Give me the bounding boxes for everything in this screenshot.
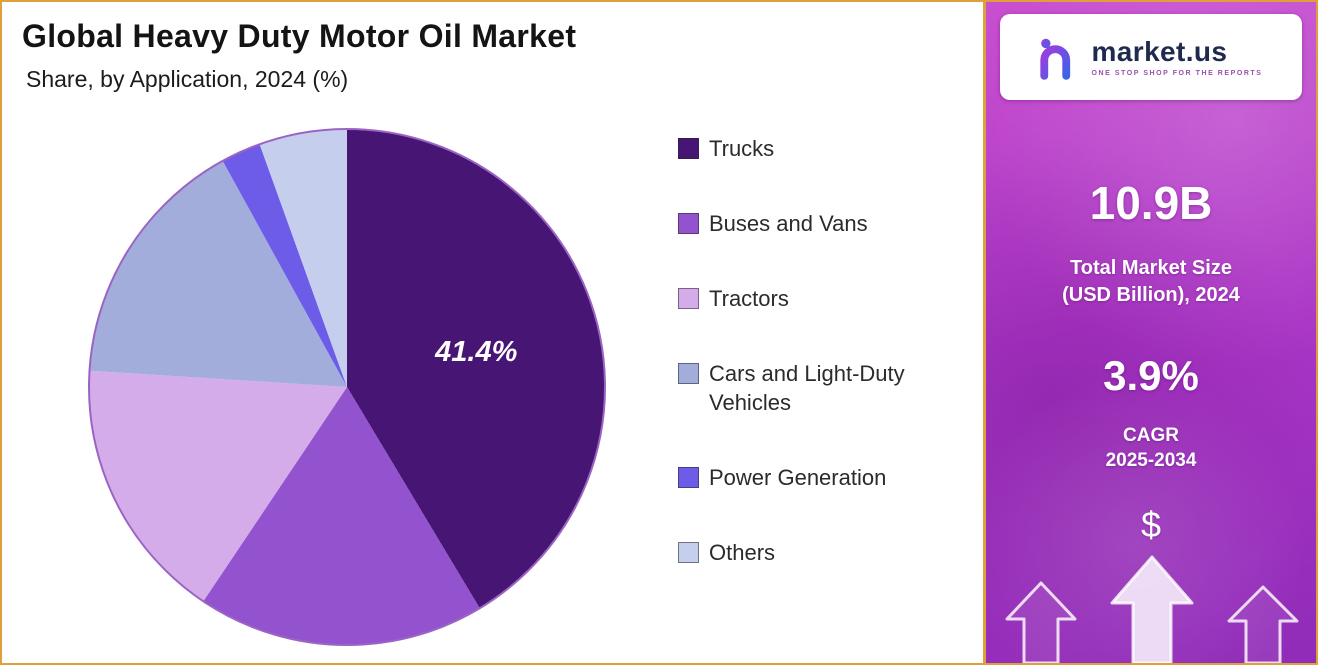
market-size-caption-line-2: (USD Billion), 2024: [1062, 283, 1240, 306]
legend-label: Trucks: [709, 136, 775, 161]
cagr-caption-line-2: 2025-2034: [1105, 450, 1197, 472]
legend-item-buses-and-vans: Buses and Vans: [678, 209, 909, 238]
growth-arrow-middle: [1110, 555, 1194, 663]
growth-arrow-left: [1005, 581, 1077, 663]
legend-item-tractors: Tractors: [678, 284, 909, 313]
pie-slice-cars-and-light-duty-vehicles: [89, 160, 347, 387]
chart-area: Global Heavy Duty Motor Oil Market Share…: [2, 2, 983, 663]
pie-slice-tractors: [89, 370, 347, 602]
market-size-value: 10.9B: [1089, 177, 1213, 229]
brand-name: market.us: [1091, 35, 1228, 67]
cagr-caption-line-1: CAGR: [1123, 424, 1179, 446]
pie-slice-others: [259, 129, 347, 387]
pie-value-label: 41.4%: [434, 336, 517, 368]
legend-swatch: [678, 288, 699, 310]
legend-label: Cars and Light-Duty Vehicles: [709, 361, 905, 416]
legend-label: Power Generation: [709, 465, 887, 491]
page-title: Global Heavy Duty Motor Oil Market: [22, 18, 577, 54]
pie-chart: 41.4%: [88, 128, 606, 646]
legend-swatch: [678, 363, 699, 385]
legend-item-power-generation: Power Generation: [678, 463, 909, 492]
legend-swatch: [678, 542, 699, 564]
brand-text-block: market.us ONE STOP SHOP FOR THE REPORTS: [1091, 35, 1263, 77]
market-size-caption: Total Market Size (USD Billion), 2024: [1062, 255, 1240, 309]
legend-label: Others: [709, 540, 776, 566]
legend-item-others: Others: [678, 538, 909, 567]
legend-swatch: [678, 467, 699, 489]
cagr-caption: CAGR 2025-2034: [1106, 423, 1197, 474]
growth-arrow-right: [1227, 585, 1299, 663]
legend-item-trucks: Trucks: [678, 134, 909, 163]
chart-subtitle: Share, by Application, 2024 (%): [26, 66, 349, 92]
growth-arrows-icon: [1005, 555, 1299, 663]
brand-tagline: ONE STOP SHOP FOR THE REPORTS: [1091, 69, 1263, 77]
pie-outline: [88, 128, 606, 646]
market-size-caption-line-1: Total Market Size: [1070, 256, 1232, 279]
legend: Trucks Buses and Vans Tractors Cars and Lig…: [678, 134, 909, 567]
legend-label: Tractors: [709, 286, 789, 312]
pie-slice-buses-and-vans: [203, 387, 480, 645]
brand-logo: market.us ONE STOP SHOP FOR THE REPORTS: [1000, 14, 1302, 100]
dollar-sign: $: [1140, 504, 1162, 546]
side-panel: market.us ONE STOP SHOP FOR THE REPORTS …: [983, 2, 1316, 663]
pie-slice-trucks: [347, 129, 606, 609]
legend-label: Buses and Vans: [709, 211, 868, 237]
cagr-value: 3.9%: [1103, 351, 1199, 399]
legend-swatch: [678, 138, 699, 159]
legend-item-cars-and-light-duty-vehicles: Cars and Light-Duty Vehicles: [678, 359, 909, 417]
pie-slice-power-generation: [222, 144, 347, 387]
legend-swatch: [678, 213, 699, 235]
marketus-logo-icon: [1039, 38, 1080, 80]
